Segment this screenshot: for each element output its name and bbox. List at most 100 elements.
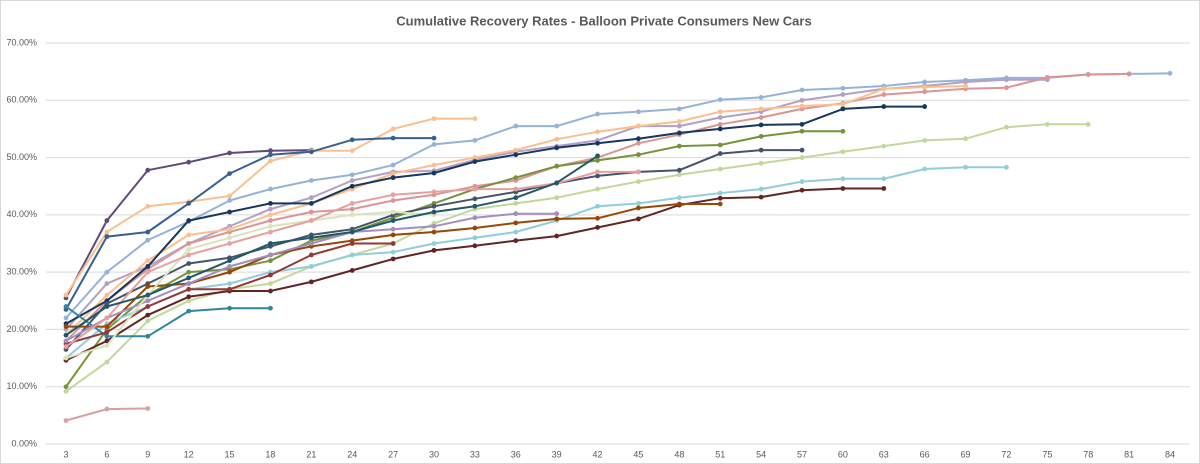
data-point	[636, 109, 641, 115]
data-point	[595, 169, 600, 175]
data-point	[227, 269, 232, 275]
data-point	[799, 87, 805, 93]
data-point	[431, 141, 437, 147]
data-point	[554, 145, 560, 151]
data-point	[186, 308, 192, 314]
data-point	[431, 162, 437, 168]
data-point	[799, 179, 805, 185]
data-point	[145, 229, 151, 235]
data-point	[104, 406, 110, 412]
data-point	[145, 264, 151, 269]
data-point	[472, 116, 478, 122]
data-point	[840, 85, 846, 91]
data-point	[717, 97, 723, 103]
data-point	[431, 116, 437, 122]
data-point	[799, 97, 805, 103]
data-point	[472, 196, 478, 202]
data-point	[636, 136, 641, 142]
data-point	[595, 173, 600, 179]
data-point	[472, 225, 478, 231]
data-point	[227, 193, 232, 199]
data-point	[717, 151, 723, 156]
data-point	[840, 101, 846, 107]
data-point	[390, 256, 396, 262]
data-point	[63, 418, 69, 423]
data-point	[227, 258, 232, 264]
data-point	[308, 241, 314, 246]
data-point	[349, 241, 355, 246]
data-point	[186, 261, 192, 266]
data-point	[186, 201, 192, 206]
data-point	[104, 281, 110, 286]
x-tick-label: 15	[225, 449, 235, 459]
data-point	[676, 119, 682, 124]
data-point	[472, 203, 478, 209]
data-point	[513, 195, 519, 201]
data-point	[717, 142, 723, 148]
data-point	[145, 298, 151, 304]
data-point	[268, 258, 273, 264]
data-point	[840, 92, 846, 97]
data-point	[595, 225, 600, 230]
data-point	[308, 209, 314, 215]
data-point	[145, 258, 151, 264]
data-point	[390, 209, 396, 215]
data-point	[758, 194, 764, 200]
data-point	[145, 333, 151, 339]
data-point	[145, 406, 151, 411]
data-point	[1085, 72, 1091, 77]
data-point	[513, 201, 519, 206]
data-point	[431, 223, 437, 229]
x-tick-label: 66	[920, 449, 930, 459]
data-point	[513, 186, 519, 192]
data-point	[268, 281, 273, 286]
data-point	[758, 106, 764, 112]
data-point	[431, 135, 437, 141]
data-point	[595, 129, 600, 135]
data-point	[554, 216, 560, 222]
data-point	[63, 324, 69, 329]
data-point	[104, 359, 110, 365]
data-point	[881, 143, 887, 149]
data-point	[676, 172, 682, 178]
data-point	[145, 203, 151, 209]
x-tick-label: 69	[961, 449, 971, 459]
data-point	[186, 298, 192, 304]
x-tick-label: 57	[797, 449, 807, 459]
data-point	[268, 186, 273, 192]
data-point	[349, 148, 355, 154]
data-point	[963, 83, 968, 89]
data-point	[431, 241, 437, 246]
data-point	[717, 190, 723, 196]
data-point	[349, 212, 355, 218]
y-tick-label: 40.00%	[6, 209, 37, 219]
data-point	[349, 229, 355, 235]
data-point	[513, 147, 519, 153]
x-tick-label: 72	[1001, 449, 1011, 459]
data-point	[145, 167, 151, 173]
data-point	[881, 86, 887, 92]
data-point	[758, 122, 764, 128]
y-tick-label: 60.00%	[6, 95, 37, 105]
data-point	[881, 176, 887, 182]
data-point	[676, 195, 682, 201]
data-point	[595, 158, 600, 163]
data-point	[799, 128, 805, 134]
data-point	[676, 130, 682, 136]
data-point	[63, 304, 69, 309]
data-point	[513, 152, 519, 158]
data-point	[145, 269, 151, 275]
data-point	[268, 229, 273, 235]
data-point	[227, 264, 232, 269]
data-point	[268, 218, 273, 223]
data-point	[758, 160, 764, 166]
data-point	[186, 252, 192, 258]
data-point	[145, 237, 151, 243]
data-point	[268, 158, 273, 164]
data-point	[268, 241, 273, 246]
data-point	[268, 272, 273, 278]
data-point	[104, 343, 110, 348]
data-point	[554, 123, 560, 129]
data-point	[390, 135, 396, 141]
data-point	[1085, 121, 1091, 127]
